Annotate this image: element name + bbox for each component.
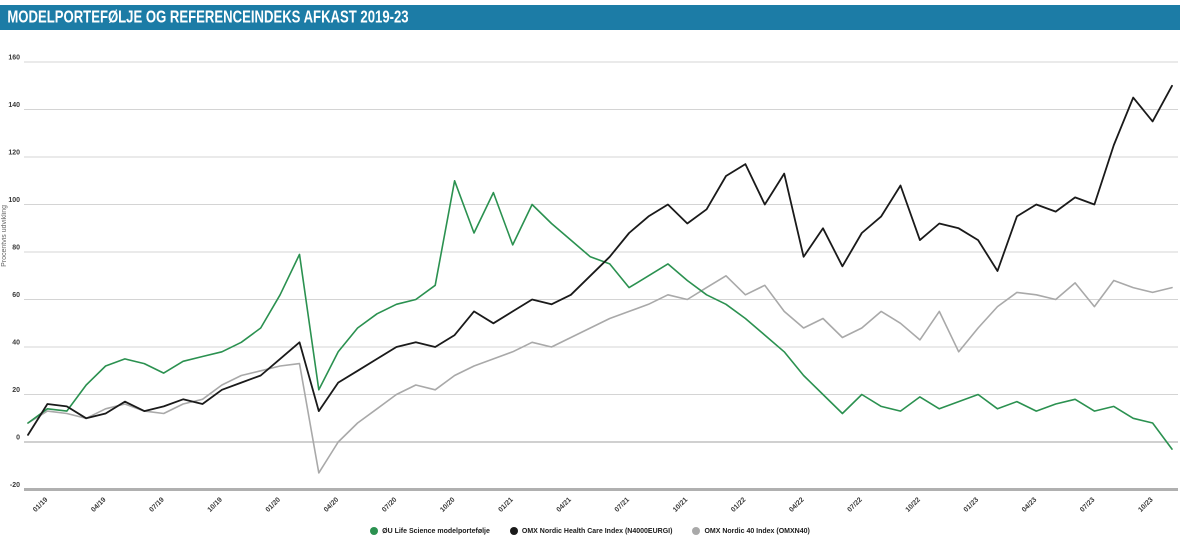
x-tick-label: 07/19: [148, 496, 165, 513]
series-line-1: [27, 84, 1173, 436]
x-tick-label: 04/20: [323, 496, 340, 513]
x-tick-label: 10/21: [672, 496, 689, 513]
legend-dot-icon: [370, 527, 379, 535]
x-tick-label: 04/22: [788, 496, 805, 513]
x-tick-label: 01/19: [32, 496, 49, 513]
series-line-0: [27, 180, 1173, 450]
x-tick-label: 01/21: [497, 496, 514, 513]
y-axis-title: Procentvis udvikling: [1, 205, 8, 267]
y-tick-label: 40: [12, 340, 20, 347]
x-tick-label: 01/20: [265, 496, 282, 513]
x-tick-label: 04/23: [1021, 496, 1038, 513]
chart-title: MODELPORTEFØLJE OG REFERENCEINDEKS AFKAS…: [7, 8, 409, 27]
x-tick-label: 04/21: [556, 496, 573, 513]
legend-label: OMX Nordic Health Care Index (N4000EURGI…: [521, 527, 673, 535]
legend-dot-icon: [692, 527, 701, 535]
x-tick-label: 07/22: [846, 496, 863, 513]
y-tick-label: 80: [12, 245, 20, 252]
x-tick-label: 07/21: [614, 496, 631, 513]
legend-label: OMX Nordic 40 Index (OMXN40): [704, 527, 810, 535]
legend-item: OMX Nordic 40 Index (OMXN40): [692, 527, 810, 535]
x-tick-label: 10/19: [207, 496, 224, 513]
chart-legend: ØU Life Science modelportefølje OMX Nordi…: [0, 527, 1180, 535]
x-tick-label: 07/20: [381, 496, 398, 513]
y-tick-label: 20: [12, 387, 20, 394]
series-line-2: [27, 274, 1173, 474]
x-tick-label: 01/22: [730, 496, 747, 513]
y-tick-label: 120: [8, 150, 20, 157]
y-tick-label: 100: [8, 197, 20, 204]
x-tick-label: 10/22: [905, 496, 922, 513]
legend-label: ØU Life Science modelportefølje: [382, 527, 490, 535]
legend-item: ØU Life Science modelportefølje: [370, 527, 490, 535]
chart-title-bar: MODELPORTEFØLJE OG REFERENCEINDEKS AFKAS…: [0, 5, 1180, 30]
y-tick-label: 140: [8, 102, 20, 109]
x-tick-label: 10/23: [1137, 496, 1154, 513]
y-tick-label: -20: [10, 482, 20, 489]
y-tick-label: 60: [12, 292, 20, 299]
y-tick-label: 160: [8, 55, 20, 62]
legend-dot-icon: [509, 527, 518, 535]
x-tick-label: 01/23: [963, 496, 980, 513]
x-tick-label: 04/19: [90, 496, 107, 513]
x-tick-label: 07/23: [1079, 496, 1096, 513]
x-tick-label: 10/20: [439, 496, 456, 513]
y-tick-label: 0: [16, 435, 20, 442]
legend-item: OMX Nordic Health Care Index (N4000EURGI…: [509, 527, 673, 535]
